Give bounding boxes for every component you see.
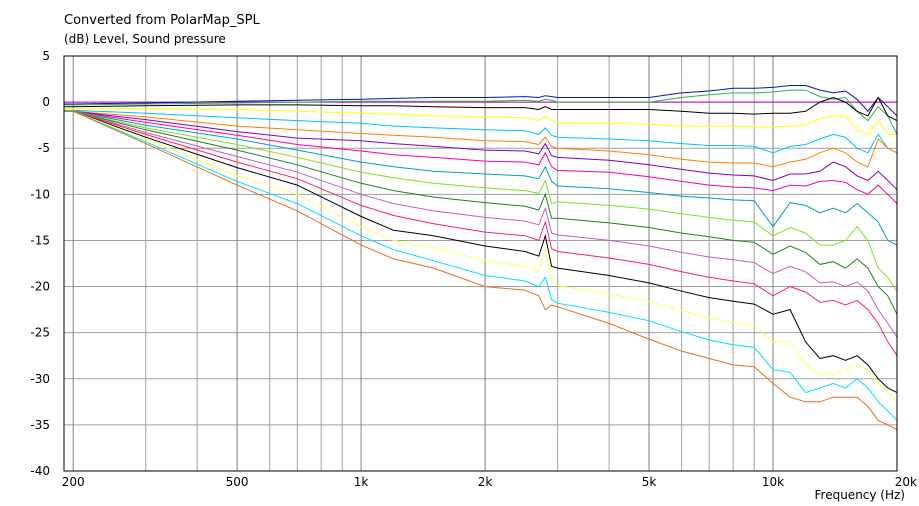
series-line-16 (64, 110, 898, 421)
series-line-9 (64, 110, 898, 246)
series-line-1 (64, 85, 898, 117)
y-tick-label: -40 (30, 464, 50, 478)
series-line-6 (64, 110, 898, 168)
x-tick-label: 1k (354, 475, 369, 489)
y-tick-label: 5 (42, 49, 50, 63)
x-axis-label: Frequency (Hz) (814, 488, 906, 502)
y-axis-label: (dB) Level, Sound pressure (64, 32, 226, 46)
series-line-2 (64, 89, 898, 135)
y-tick-label: -20 (30, 280, 50, 294)
series-line-3 (64, 96, 898, 122)
series-line-4 (64, 108, 897, 136)
plot-frame (63, 55, 898, 472)
y-tick-label: -35 (30, 418, 50, 432)
series-line-13 (64, 110, 898, 356)
series-line-5 (64, 109, 898, 154)
series-line-12 (64, 110, 898, 338)
series-line-17 (64, 110, 898, 430)
chart-title: Converted from PolarMap_SPL (64, 13, 260, 28)
plot-background (64, 56, 897, 471)
series-line-14 (64, 110, 898, 394)
series-line-15 (64, 110, 898, 403)
x-tick-label: 5k (642, 475, 657, 489)
x-tick-label: 200 (62, 475, 85, 489)
x-tick-label: 500 (226, 475, 249, 489)
series-line-8 (64, 110, 898, 204)
series-line-7 (64, 110, 898, 191)
x-tick-label: 20k (895, 475, 917, 489)
y-tick-label: -15 (30, 233, 50, 247)
y-tick-label: 0 (42, 95, 50, 109)
x-tick-label: 2k (478, 475, 493, 489)
y-tick-label: -5 (38, 141, 50, 155)
series-line-11 (64, 110, 898, 315)
y-tick-label: -10 (30, 187, 50, 201)
y-tick-label: -25 (30, 326, 50, 340)
y-tick-label: -30 (30, 372, 50, 386)
series-line-10 (64, 110, 898, 292)
x-tick-label: 10k (762, 475, 784, 489)
